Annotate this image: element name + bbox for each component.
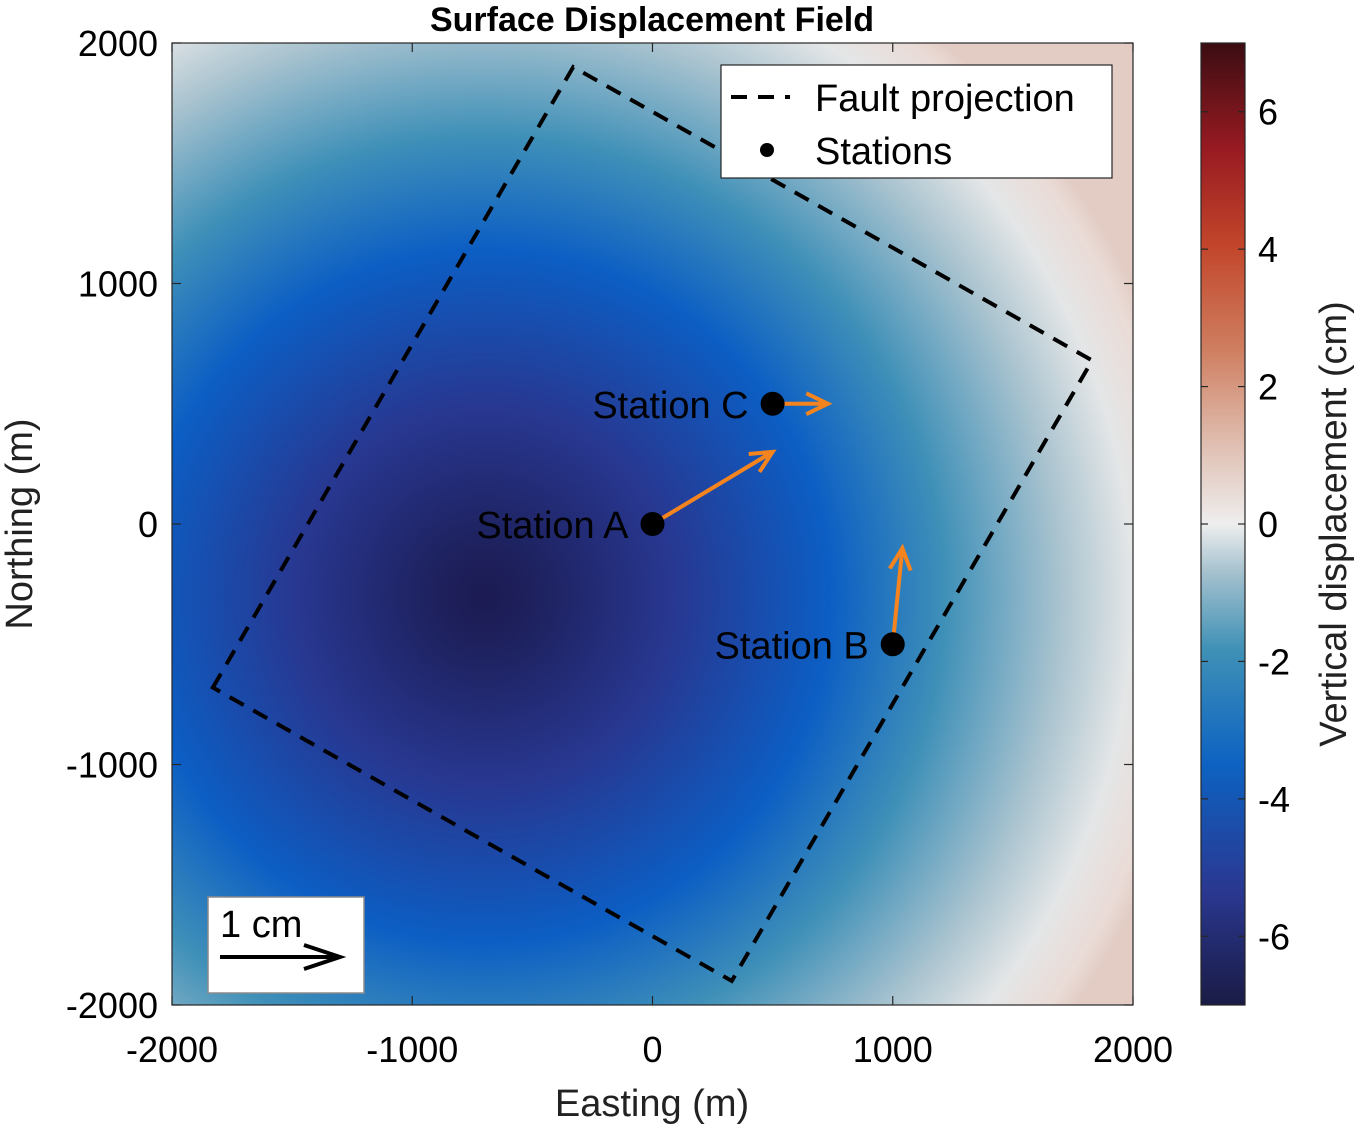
colorbar-tick-label: -2 [1258, 641, 1290, 682]
y-tick-label: -1000 [66, 745, 158, 786]
station-a-label: Station A [476, 505, 629, 547]
colorbar-tick-label: -4 [1258, 779, 1290, 820]
station-a-arrow-head [748, 449, 777, 474]
station-c-label: Station C [592, 385, 748, 427]
colorbar-tick-marks [1201, 111, 1245, 937]
y-tick-marks [172, 42, 1133, 1006]
station-b-arrow-head [888, 543, 913, 572]
x-tick-label: -1000 [366, 1029, 458, 1070]
colorbar-bar [1200, 42, 1246, 1006]
station-c-marker [760, 391, 785, 416]
y-tick-label: 2000 [78, 23, 158, 64]
colorbar-tick-label: 0 [1258, 504, 1278, 545]
y-tick-label: 0 [138, 504, 158, 545]
y-tick-label: -2000 [66, 985, 158, 1026]
scale-box [207, 896, 365, 994]
x-tick-label: -2000 [126, 1029, 218, 1070]
x-axis-label: Easting (m) [555, 1083, 749, 1125]
colorbar-tick-label: 2 [1258, 367, 1278, 408]
legend-box [720, 64, 1113, 179]
legend-fault-label: Fault projection [815, 78, 1075, 120]
station-a-arrow-shaft [651, 450, 774, 526]
station-b-label: Station B [715, 625, 869, 667]
colorbar-tick-label: -6 [1258, 916, 1290, 957]
colorbar: -6 -4 -2 0 2 4 6 Vertical displacement (… [1200, 42, 1355, 1006]
y-axis-label: Northing (m) [0, 418, 41, 629]
stations-layer: Station A Station B Station C [476, 385, 913, 667]
colorbar-tick-label: 6 [1258, 92, 1278, 133]
chart-title: Surface Displacement Field [430, 1, 874, 39]
x-axis: -2000 -1000 0 1000 2000 [126, 1029, 1173, 1070]
colorbar-tick-label: 4 [1258, 229, 1278, 270]
station-b: Station B [715, 543, 913, 667]
legend-station-swatch [760, 143, 774, 157]
scale-arrow-box: 1 cm [207, 896, 365, 994]
y-axis: -2000 -1000 0 1000 2000 [66, 23, 158, 1026]
station-a-marker [640, 512, 665, 536]
scale-label: 1 cm [220, 904, 302, 946]
station-a: Station A [476, 449, 777, 547]
station-b-marker [880, 632, 905, 657]
legend: Fault projection Stations [720, 64, 1113, 179]
station-c-arrow-head [805, 391, 833, 416]
x-tick-label: 2000 [1093, 1029, 1173, 1070]
x-tick-label: 0 [642, 1029, 662, 1070]
colorbar-label: Vertical displacement (cm) [1313, 301, 1355, 747]
y-tick-label: 1000 [78, 264, 158, 305]
scale-arrow-head [303, 943, 347, 971]
fault-projection [210, 64, 1095, 984]
legend-station-label: Stations [815, 131, 952, 173]
station-b-arrow-shaft [890, 547, 905, 645]
station-c: Station C [592, 385, 833, 427]
x-tick-marks [171, 43, 1134, 1005]
x-tick-label: 1000 [853, 1029, 933, 1070]
